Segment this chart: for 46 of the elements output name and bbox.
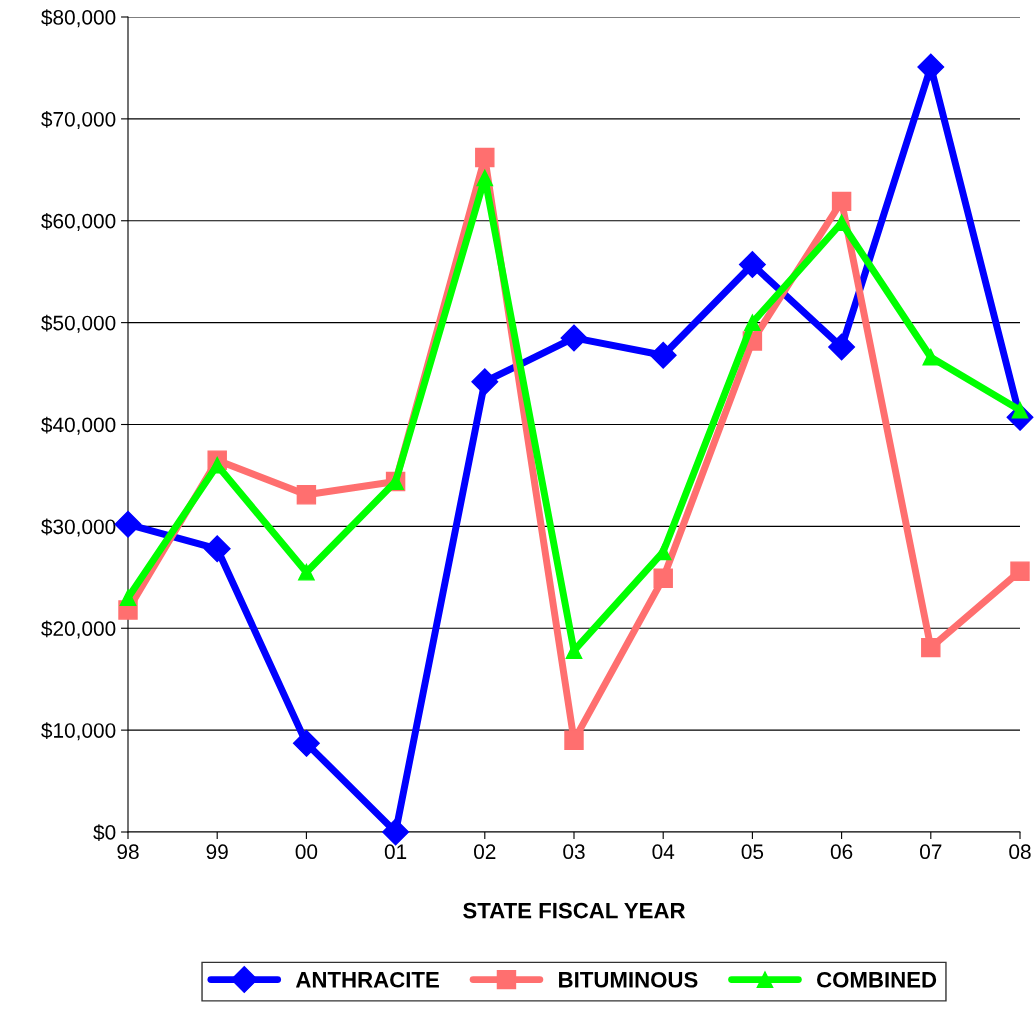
- x-tick-label: 05: [741, 844, 764, 860]
- y-tick-label: $0: [93, 824, 116, 841]
- legend-label: BITUMINOUS: [559, 971, 698, 988]
- point: [114, 510, 142, 538]
- x-tick-label: 06: [830, 844, 853, 860]
- point: [475, 147, 495, 168]
- y-tick-label: $30,000: [41, 518, 116, 537]
- x-tick-label: 98: [117, 844, 139, 860]
- point: [831, 191, 852, 212]
- point: [649, 341, 677, 369]
- y-tick-label: $10,000: [41, 722, 116, 741]
- x-tick-label: 03: [563, 844, 585, 860]
- point: [560, 324, 588, 352]
- point: [292, 729, 320, 757]
- legend-label: ANTHRACITE: [295, 971, 439, 988]
- y-tick-label: $70,000: [41, 111, 116, 130]
- y-tick-label: $60,000: [41, 212, 116, 231]
- x-tick-label: 99: [206, 844, 228, 860]
- point: [738, 251, 766, 279]
- point: [296, 485, 317, 505]
- point: [298, 563, 315, 581]
- point: [744, 314, 761, 331]
- point: [471, 368, 499, 396]
- point: [382, 818, 410, 846]
- point: [119, 589, 137, 607]
- point: [203, 535, 231, 563]
- point: [922, 348, 940, 366]
- point: [476, 169, 494, 187]
- point: [917, 53, 945, 81]
- y-tick-label: $20,000: [41, 620, 116, 639]
- x-tick-label: 04: [652, 844, 675, 860]
- x-tick-label: 08: [1009, 844, 1031, 860]
- y-tick-label: $40,000: [41, 416, 116, 435]
- point: [828, 333, 856, 361]
- point: [564, 730, 584, 751]
- y-tick-label: $80,000: [41, 9, 116, 28]
- y-tick-label: $50,000: [41, 314, 116, 333]
- point: [1010, 561, 1030, 581]
- x-tick-label: 00: [295, 844, 318, 860]
- point: [653, 568, 673, 589]
- x-axis-title: STATE FISCAL YEAR: [463, 902, 686, 919]
- legend-label: COMBINED: [817, 971, 937, 988]
- point: [921, 637, 941, 658]
- x-tick-label: 02: [474, 844, 496, 860]
- x-tick-label: 07: [920, 844, 942, 860]
- x-tick-label: 01: [384, 844, 407, 860]
